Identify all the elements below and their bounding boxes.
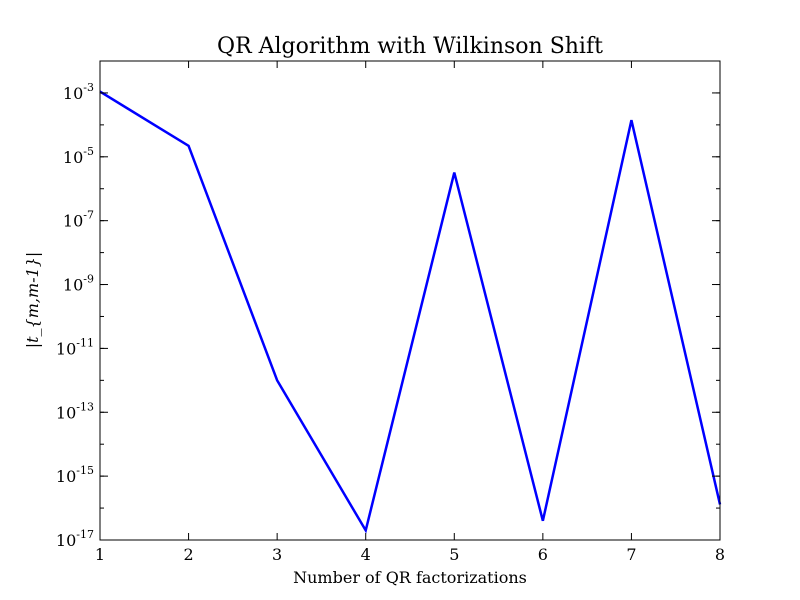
y-axis-label-text: |t_{m,m-1}| xyxy=(23,252,42,349)
x-tick-label: 1 xyxy=(95,545,105,564)
x-axis-label: Number of QR factorizations xyxy=(293,568,527,587)
x-axis: 1 2 3 4 5 6 7 8 xyxy=(95,61,725,564)
series-line-0 xyxy=(99,90,722,534)
x-tick-label: 8 xyxy=(715,545,725,564)
y-tick-label: 10-5 xyxy=(63,145,94,167)
plot-frame xyxy=(99,60,721,541)
y-tick-label: 10-7 xyxy=(63,209,94,231)
x-tick-label: 5 xyxy=(449,545,459,564)
y-tick-label: 10-9 xyxy=(63,273,94,295)
plot-area xyxy=(99,60,722,541)
x-tick-label: 6 xyxy=(538,545,548,564)
y-tick-label: 10-17 xyxy=(56,528,94,550)
y-tick-label: 10-13 xyxy=(56,400,94,422)
y-tick-label: 10-15 xyxy=(56,464,94,486)
y-axis: 10-17 10-15 10-13 10-11 10-9 10-7 10-5 10-3 xyxy=(56,60,720,550)
x-tick-label: 4 xyxy=(361,545,371,564)
x-tick-label: 7 xyxy=(626,545,636,564)
y-tick-label: 10-11 xyxy=(56,336,94,358)
x-tick-label: 2 xyxy=(183,545,193,564)
y-tick-label: 10-3 xyxy=(63,81,94,103)
y-axis-label: |t_{m,m-1}| xyxy=(23,252,42,349)
chart-title: QR Algorithm with Wilkinson Shift xyxy=(217,34,603,59)
x-tick-label: 3 xyxy=(272,545,282,564)
